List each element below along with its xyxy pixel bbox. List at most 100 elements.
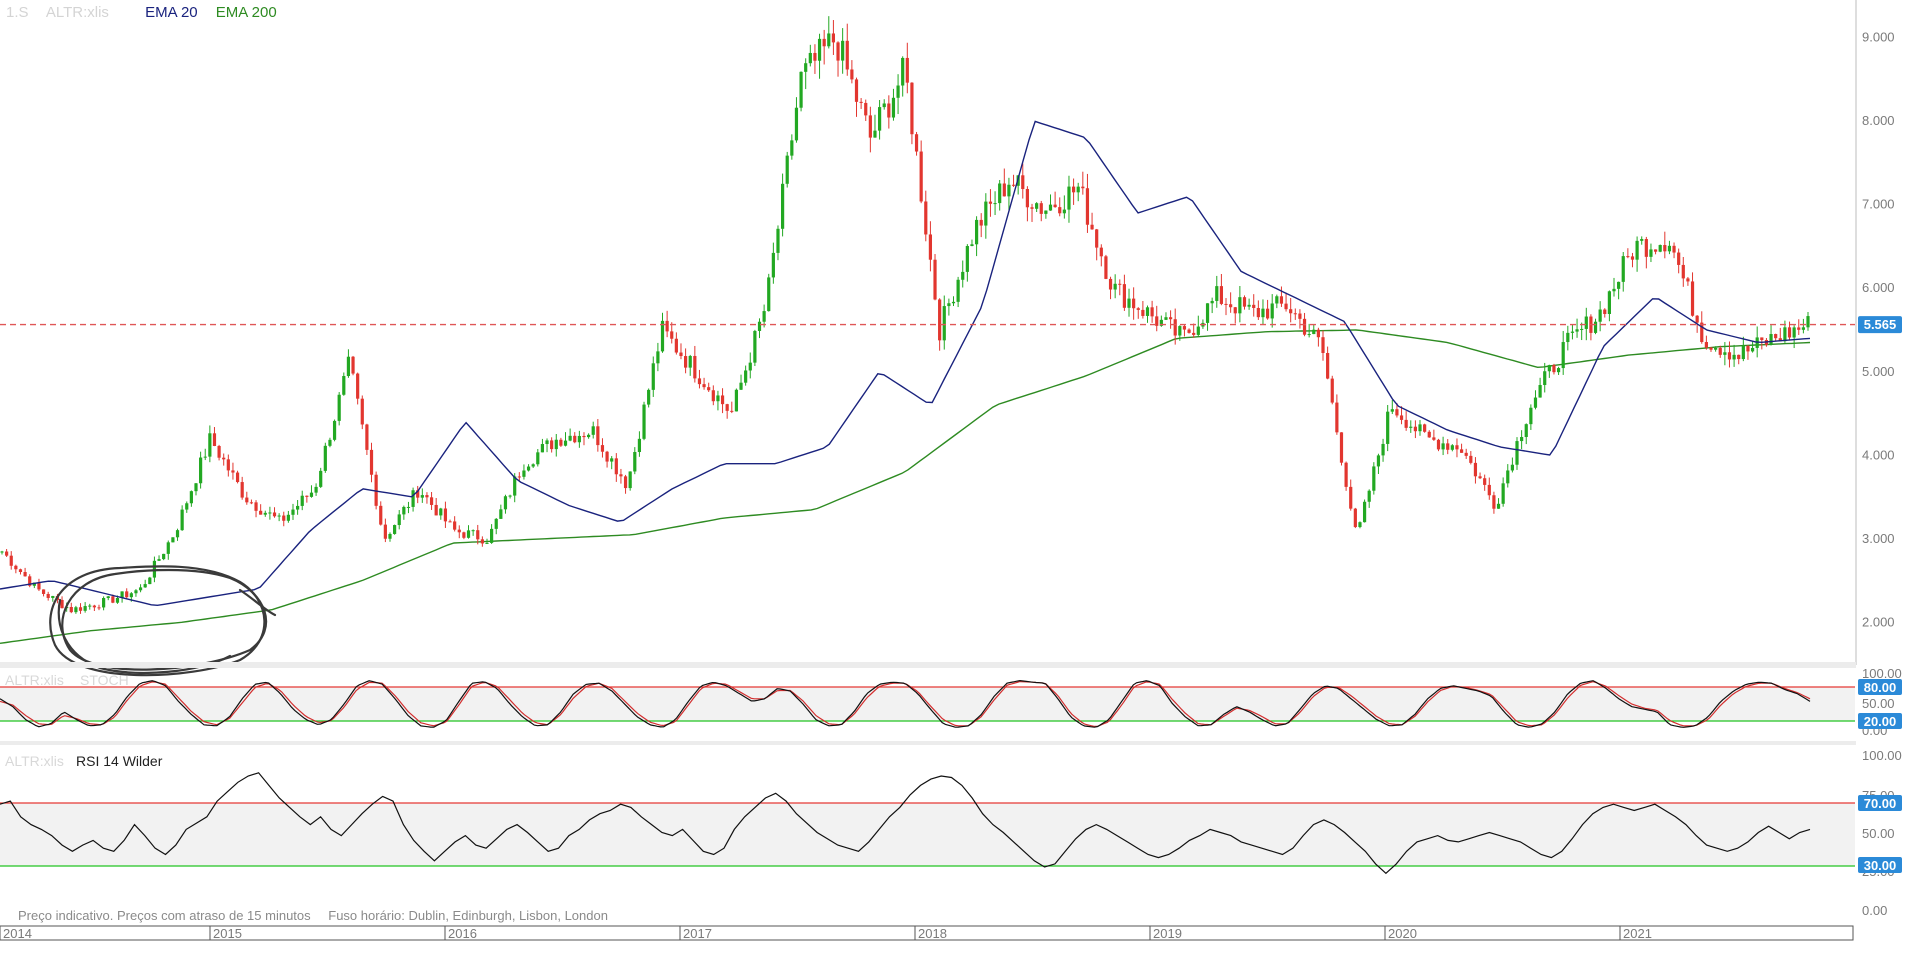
candle-body bbox=[1367, 490, 1371, 502]
price-tick-2: 4.000 bbox=[1862, 447, 1895, 462]
candle-body bbox=[1612, 288, 1616, 292]
candle-body bbox=[1506, 470, 1510, 484]
candle-body bbox=[231, 470, 235, 473]
last-price-label: 5.565 bbox=[1864, 317, 1897, 332]
candle-body bbox=[1053, 204, 1057, 208]
year-label-2019: 2019 bbox=[1153, 926, 1182, 941]
candle-body bbox=[1293, 313, 1297, 315]
candle-body bbox=[559, 439, 563, 446]
candle-body bbox=[1030, 207, 1034, 209]
candle-body bbox=[1626, 256, 1630, 258]
price-tick-3: 5.000 bbox=[1862, 364, 1895, 379]
rsi-lower-badge bbox=[1858, 857, 1902, 873]
candle-body bbox=[610, 458, 614, 462]
candle-body bbox=[1732, 354, 1736, 360]
candle-body bbox=[383, 524, 387, 539]
candle-body bbox=[1196, 326, 1200, 335]
candle-body bbox=[1118, 283, 1122, 285]
candle-body bbox=[1302, 318, 1307, 335]
candle-body bbox=[60, 599, 64, 609]
candle-body bbox=[928, 234, 933, 260]
candle-body bbox=[125, 591, 129, 598]
candle-body bbox=[536, 452, 540, 465]
header-symbol-prefix: 1.S bbox=[6, 4, 29, 21]
candle-body bbox=[1473, 462, 1478, 477]
candle-body bbox=[1432, 437, 1436, 440]
candle-body bbox=[106, 596, 110, 599]
candle-body bbox=[1344, 462, 1348, 487]
candle-body bbox=[1238, 297, 1242, 314]
candle-body bbox=[1376, 455, 1381, 467]
candle-body bbox=[910, 82, 914, 135]
candle-body bbox=[162, 553, 166, 560]
candle-body bbox=[69, 607, 73, 613]
candle-body bbox=[138, 587, 143, 591]
candle-body bbox=[1261, 308, 1265, 318]
candle-body bbox=[859, 101, 863, 103]
candle-body bbox=[346, 356, 351, 377]
candle-body bbox=[120, 591, 124, 598]
candle-body bbox=[476, 530, 480, 540]
candle-body bbox=[1307, 334, 1311, 336]
candle-body bbox=[268, 512, 272, 514]
candle-body bbox=[1182, 326, 1187, 330]
rsi-tick-50: 50.00 bbox=[1862, 826, 1895, 841]
candle-body bbox=[1584, 316, 1588, 329]
rsi-tick-100: 100.00 bbox=[1862, 748, 1902, 763]
candle-body bbox=[642, 404, 646, 439]
candle-body bbox=[808, 52, 812, 64]
candle-body bbox=[23, 572, 27, 577]
candle-body bbox=[102, 598, 106, 608]
candle-body bbox=[877, 107, 882, 131]
candle-body bbox=[1316, 329, 1320, 338]
stoch-header-name: STOCH bbox=[80, 672, 129, 688]
candle-body bbox=[300, 495, 304, 506]
candle-body bbox=[1737, 354, 1741, 360]
candle-body bbox=[827, 33, 831, 47]
candle-body bbox=[1487, 484, 1491, 496]
candle-body bbox=[115, 597, 120, 603]
candle-body bbox=[919, 151, 923, 202]
candle-body bbox=[665, 320, 669, 332]
candle-body bbox=[744, 370, 748, 383]
candle-body bbox=[924, 201, 928, 235]
ema200-legend[interactable]: EMA 200 bbox=[215, 4, 277, 21]
candle-body bbox=[277, 515, 281, 517]
candle-body bbox=[780, 183, 785, 229]
candle-body bbox=[1792, 327, 1796, 338]
candle-body bbox=[466, 530, 471, 538]
candle-body bbox=[1187, 329, 1191, 333]
candle-body bbox=[1058, 207, 1062, 214]
candle-body bbox=[526, 466, 531, 471]
candle-body bbox=[776, 228, 780, 253]
candle-body bbox=[522, 470, 526, 477]
candle-body bbox=[1459, 449, 1464, 453]
candle-body bbox=[974, 219, 979, 245]
candle-body bbox=[222, 457, 226, 460]
candle-body bbox=[1593, 321, 1598, 333]
candle-body bbox=[979, 219, 983, 226]
candle-body bbox=[1723, 352, 1727, 355]
candle-body bbox=[942, 306, 946, 341]
candle-body bbox=[28, 576, 32, 586]
candle-body bbox=[1672, 245, 1676, 253]
candle-body bbox=[1099, 247, 1103, 257]
ema20-legend[interactable]: EMA 20 bbox=[145, 4, 198, 21]
candle-body bbox=[420, 495, 424, 498]
candle-body bbox=[462, 532, 466, 538]
candle-body bbox=[988, 201, 993, 204]
candle-body bbox=[647, 389, 651, 405]
candle-body bbox=[1279, 296, 1284, 304]
candle-body bbox=[1635, 240, 1639, 260]
candle-body bbox=[1085, 188, 1090, 225]
candle-body bbox=[854, 79, 859, 102]
rsi-lower-label: 30.00 bbox=[1864, 858, 1897, 873]
candle-body bbox=[1718, 347, 1722, 355]
candle-body bbox=[1750, 347, 1755, 352]
candle-body bbox=[1709, 347, 1713, 350]
candle-body bbox=[1446, 443, 1450, 450]
candle-body bbox=[439, 508, 443, 516]
candle-body bbox=[129, 593, 133, 598]
candle-body bbox=[1423, 424, 1427, 432]
candle-body bbox=[226, 459, 230, 471]
